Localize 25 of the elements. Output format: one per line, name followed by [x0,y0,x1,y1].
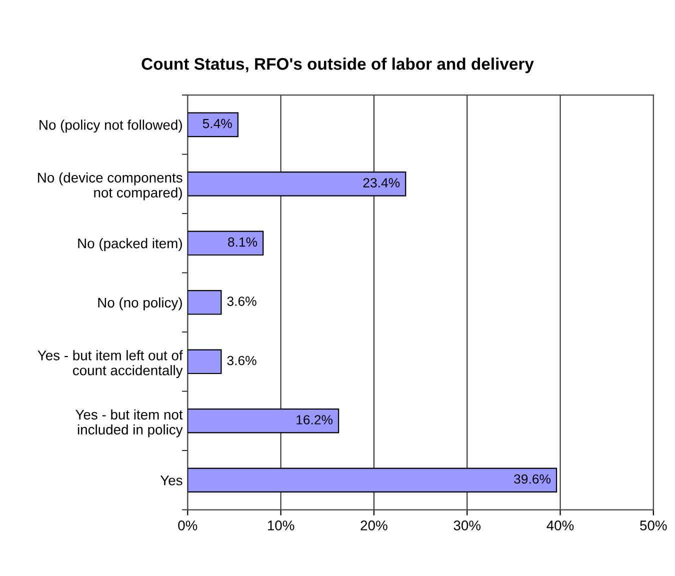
x-tick-label: 30% [454,520,481,530]
y-tick-label: No (no policy) [98,297,182,310]
x-tick-label: 20% [360,520,388,530]
x-tick-label: 40% [546,520,574,530]
bar [188,349,222,374]
y-tick-label: Yes - but item left out of count accidentally [38,350,183,378]
data-label: 23.4% [363,178,400,188]
bar [188,290,222,315]
bar [188,230,264,256]
y-tick-label: No (device components not compared) [38,172,182,200]
data-label: 16.2% [296,415,333,424]
data-label: 39.6% [514,474,550,484]
x-tick-label: 10% [268,520,294,530]
data-label: 3.6% [227,356,256,366]
data-label: 8.1% [228,237,258,247]
data-label: 5.4% [202,118,232,128]
x-tick-label: 50% [640,520,667,530]
bar [188,112,239,138]
chart-title: Count Status, RFO's outside of labor and delivery [142,58,534,74]
y-tick-label: Yes - but item not included in policy [76,409,183,438]
y-tick-label: Yes [160,476,182,486]
y-tick-label: No (packed item) [78,238,182,252]
x-tick-label: 0% [178,520,198,530]
data-label: 3.6% [227,296,256,306]
y-tick-label: No (policy not followed) [40,120,182,133]
